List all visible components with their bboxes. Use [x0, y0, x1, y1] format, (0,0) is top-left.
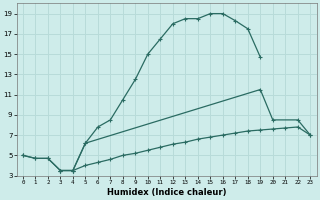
X-axis label: Humidex (Indice chaleur): Humidex (Indice chaleur) — [107, 188, 226, 197]
